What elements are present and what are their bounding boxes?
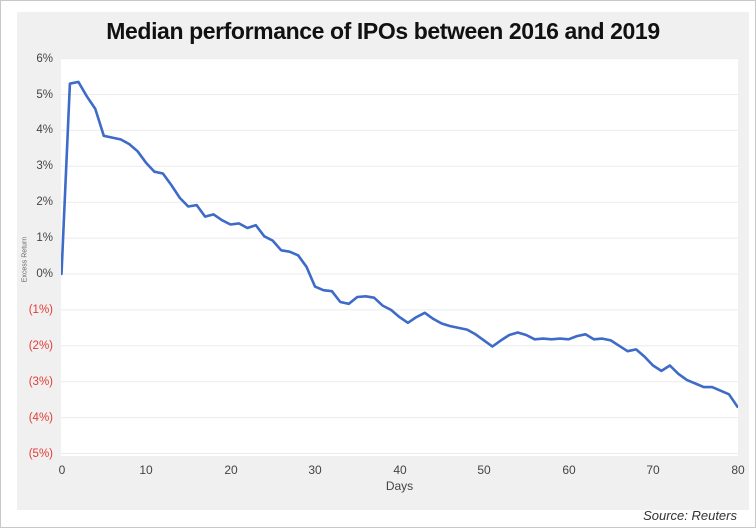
x-tick-label: 20 [224,463,238,477]
x-tick-label: 70 [646,463,660,477]
line-chart-canvas [61,58,738,454]
x-tick-label: 30 [308,463,322,477]
x-tick-label: 60 [562,463,576,477]
x-tick-label: 10 [139,463,153,477]
y-tick-label: 5% [36,89,53,101]
plot-area [61,58,738,456]
y-tick-label: 3% [36,160,53,172]
y-tick-label: 4% [36,124,53,136]
y-tick-label: 0% [36,268,53,280]
y-tick-label: (1%) [28,304,53,316]
median-ipo-performance-line [61,80,738,409]
x-tick-label: 80 [731,463,745,477]
y-tick-label: (5%) [28,448,53,460]
y-tick-label: 6% [36,53,53,65]
y-tick-label: (3%) [28,376,53,388]
source-text: Source: Reuters [643,508,737,523]
y-tick-label: 1% [36,232,53,244]
y-tick-label: (2%) [28,340,53,352]
x-tick-label: 40 [393,463,407,477]
y-axis-title: Excess Return [21,236,29,283]
x-axis-title: Days [385,479,414,493]
x-tick-label: 0 [58,463,66,477]
y-tick-label: 2% [36,196,53,208]
x-tick-label: 50 [477,463,491,477]
chart-title: Median performance of IPOs between 2016 … [106,18,660,44]
y-tick-label: (4%) [28,412,53,424]
